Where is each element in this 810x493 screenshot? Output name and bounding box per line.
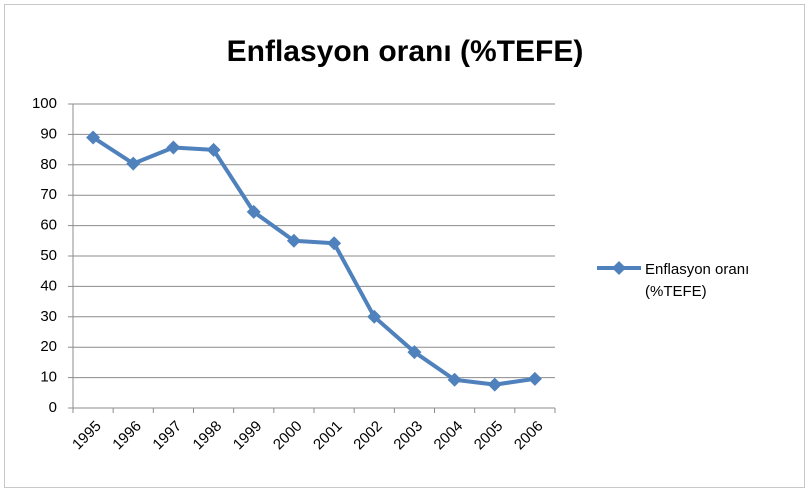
- data-marker: [527, 371, 542, 386]
- y-tick-label: 60: [40, 217, 57, 234]
- data-marker: [246, 204, 261, 219]
- y-tick-label: 90: [40, 125, 57, 142]
- data-line: [91, 135, 536, 387]
- y-tick-label: 10: [40, 369, 57, 386]
- data-marker: [447, 372, 462, 387]
- data-marker: [126, 156, 141, 171]
- chart-border: [4, 4, 805, 488]
- y-tick-label: 50: [40, 247, 57, 264]
- data-marker: [286, 233, 301, 248]
- y-tick-label: 70: [40, 186, 57, 203]
- y-tick-label: 80: [40, 156, 57, 173]
- legend-marker: [612, 261, 626, 275]
- data-marker: [407, 345, 422, 360]
- y-tick-label: 100: [32, 95, 57, 112]
- chart-title: Enflasyon oranı (%TEFE): [227, 35, 584, 68]
- y-tick-label: 40: [40, 277, 57, 294]
- data-marker: [327, 236, 342, 251]
- y-tick-label: 20: [40, 338, 57, 355]
- y-tick-label: 0: [49, 399, 57, 416]
- data-marker: [166, 140, 181, 155]
- data-marker: [487, 377, 502, 392]
- legend-label: Enflasyon oranı (%TEFE): [645, 261, 750, 300]
- data-marker: [86, 130, 101, 145]
- y-tick-label: 30: [40, 308, 57, 325]
- data-marker: [206, 142, 221, 157]
- data-marker: [367, 309, 382, 324]
